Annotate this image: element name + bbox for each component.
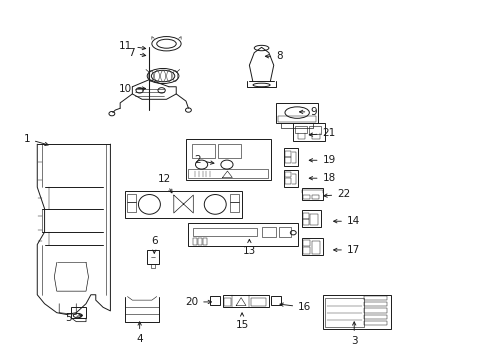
Bar	[217, 144, 241, 158]
Text: 14: 14	[333, 216, 359, 226]
Bar	[285, 151, 290, 157]
Text: 17: 17	[333, 245, 359, 255]
Bar	[285, 178, 290, 184]
Bar	[295, 126, 307, 134]
Text: 19: 19	[308, 155, 335, 165]
Text: 1: 1	[23, 134, 48, 145]
Text: 16: 16	[280, 302, 311, 312]
Bar	[303, 213, 308, 219]
Bar	[251, 298, 265, 306]
Bar	[185, 139, 271, 180]
Bar	[311, 195, 319, 199]
Bar	[191, 144, 215, 158]
Bar	[363, 302, 386, 306]
Bar	[222, 295, 268, 307]
Bar	[311, 241, 319, 253]
Bar	[71, 307, 86, 318]
Bar	[308, 126, 321, 134]
Text: 18: 18	[308, 173, 335, 183]
Text: 8: 8	[265, 51, 282, 61]
Bar	[303, 195, 310, 199]
Text: 5: 5	[64, 313, 82, 323]
Bar	[276, 103, 317, 123]
Bar	[293, 123, 325, 140]
Bar	[302, 238, 322, 255]
Bar	[188, 169, 267, 178]
Bar	[285, 157, 290, 163]
Text: 21: 21	[308, 129, 335, 138]
Bar	[283, 148, 298, 166]
Bar	[229, 194, 238, 202]
Text: 22: 22	[323, 189, 350, 199]
Bar	[261, 226, 276, 237]
Bar	[363, 309, 386, 313]
Bar	[303, 247, 310, 253]
Bar	[278, 226, 290, 237]
Bar	[193, 238, 197, 244]
Text: 3: 3	[350, 322, 357, 346]
Bar	[210, 296, 220, 305]
Text: 9: 9	[299, 107, 316, 117]
Bar	[363, 296, 386, 300]
Bar	[147, 250, 159, 264]
Bar	[127, 202, 136, 212]
Text: 2: 2	[194, 155, 214, 165]
Bar	[198, 238, 202, 244]
Bar	[193, 228, 256, 235]
Bar	[302, 211, 320, 226]
Bar	[283, 170, 298, 187]
Bar	[363, 321, 386, 325]
Text: 15: 15	[235, 313, 248, 330]
Bar	[127, 194, 136, 202]
Bar	[302, 188, 322, 200]
Text: 20: 20	[184, 297, 211, 307]
Text: 7: 7	[128, 48, 145, 58]
Bar	[203, 238, 206, 244]
Bar	[224, 298, 230, 306]
Bar	[325, 298, 363, 327]
Bar	[125, 191, 242, 218]
Text: 6: 6	[151, 237, 157, 253]
Text: 12: 12	[157, 174, 172, 193]
Text: 10: 10	[119, 84, 145, 94]
Bar	[285, 172, 290, 177]
Bar	[271, 296, 281, 305]
Bar	[310, 214, 317, 225]
Bar	[322, 295, 390, 329]
Bar	[363, 315, 386, 319]
Bar	[277, 116, 316, 122]
Bar	[188, 223, 298, 246]
Text: 11: 11	[119, 41, 145, 50]
Bar	[229, 202, 238, 212]
Bar	[303, 240, 310, 246]
Bar	[303, 219, 308, 225]
Text: 13: 13	[242, 239, 256, 256]
Text: 4: 4	[136, 322, 142, 344]
